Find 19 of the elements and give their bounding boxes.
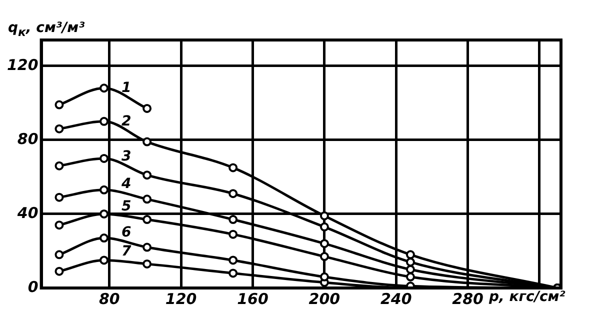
x-tick-label: 120 xyxy=(165,290,197,308)
y-axis-title: q$_{к}$, см³/м³ xyxy=(8,20,85,39)
series-label: 6 xyxy=(122,224,132,240)
series-label: 3 xyxy=(122,148,132,164)
y-tick-label: 80 xyxy=(17,130,38,148)
y-tick-label: 40 xyxy=(16,204,38,222)
series-label: 7 xyxy=(122,244,132,260)
series-label: 1 xyxy=(122,80,132,96)
series-label: 5 xyxy=(122,198,132,214)
series-label: 2 xyxy=(122,113,132,130)
y-tick-label: 120 xyxy=(7,56,38,74)
x-tick-label: 200 xyxy=(308,290,340,308)
series-label: 4 xyxy=(120,176,132,192)
x-axis-title: p, кгс/см² xyxy=(489,289,566,305)
x-tick-label: 280 xyxy=(452,290,484,308)
x-tick-label: 80 xyxy=(98,290,120,308)
y-tick-label: 0 xyxy=(28,278,38,296)
x-tick-label: 240 xyxy=(380,290,412,308)
x-tick-label: 160 xyxy=(237,290,268,308)
